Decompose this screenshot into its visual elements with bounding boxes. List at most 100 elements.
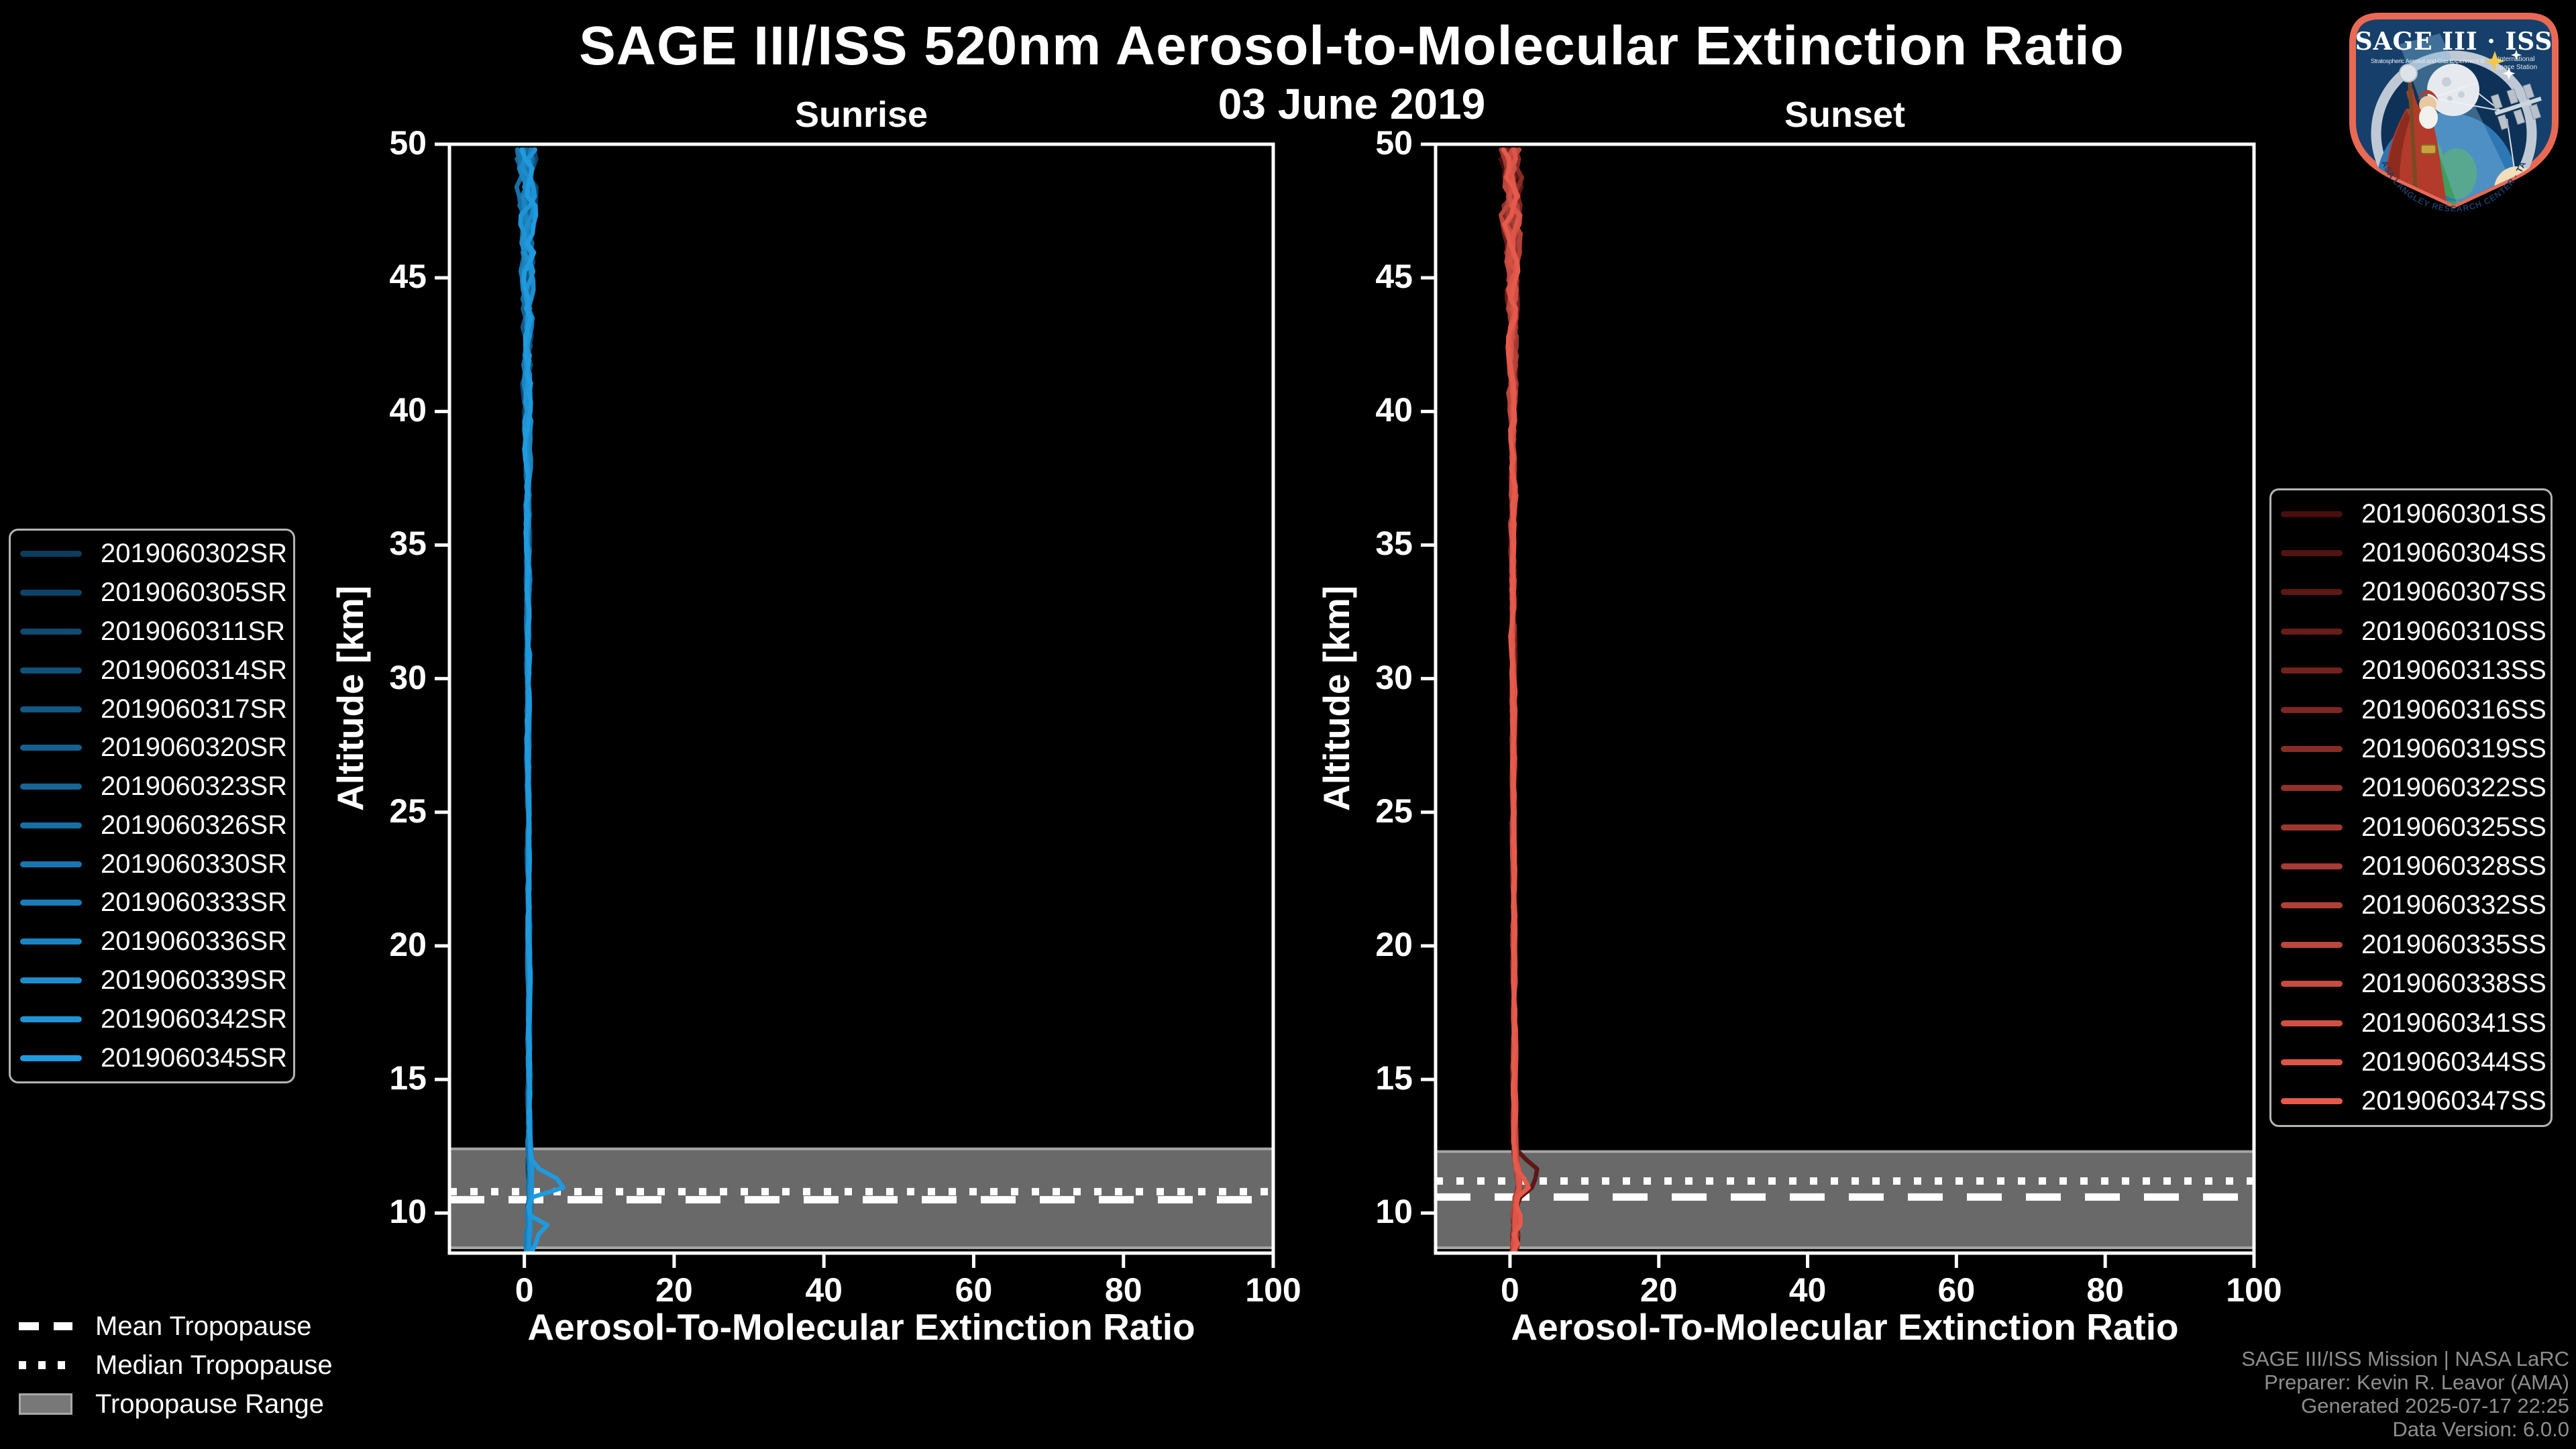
median-tropopause-dotted-sample	[19, 1361, 72, 1369]
logo-earth-land	[2436, 148, 2477, 199]
legend-line-sample	[2281, 941, 2343, 948]
legend-entry-label: 2019060341SS	[2361, 1008, 2546, 1038]
legend-entry-label: 2019060344SS	[2361, 1046, 2546, 1077]
legend-entry-label: 2019060307SS	[2361, 577, 2546, 607]
legend-line-sample	[2281, 902, 2343, 909]
mean-tropopause-legend-row: Mean Tropopause	[19, 1307, 435, 1346]
legend-line-sample	[2281, 550, 2343, 557]
y-tick-label: 30	[389, 658, 427, 696]
credits-block: SAGE III/ISS Mission | NASA LaRC Prepare…	[2241, 1347, 2569, 1441]
x-tick-label: 0	[1501, 1271, 1519, 1309]
x-tick-label: 60	[955, 1271, 993, 1309]
page-date: 03 June 2019	[1218, 80, 1486, 128]
logo-star	[2502, 67, 2516, 80]
legend-entry-label: 2019060347SS	[2361, 1086, 2546, 1116]
y-tick-label: 20	[1375, 925, 1413, 963]
sage-iss-logo: SAGE III · ISS Stratospheric Aerosol and…	[2346, 9, 2559, 212]
legend-line-sample	[2281, 667, 2343, 674]
legend-entry: 2019060345SR	[11, 1043, 293, 1073]
x-tick-label: 60	[1937, 1271, 1976, 1309]
legend-entry: 2019060323SR	[11, 771, 293, 802]
legend-entry: 2019060336SR	[11, 926, 293, 957]
legend-entry: 2019060311SR	[11, 616, 293, 647]
legend-entry: 2019060314SR	[11, 655, 293, 686]
legend-line-sample	[20, 822, 82, 828]
legend-entry: 2019060301SS	[2271, 499, 2551, 529]
legend-entry-label: 2019060322SS	[2361, 773, 2546, 803]
legend-entry-label: 2019060336SR	[101, 926, 288, 957]
legend-line-sample	[2281, 1020, 2343, 1026]
y-tick-label: 30	[1375, 658, 1413, 696]
y-tick-label: 50	[389, 124, 427, 162]
sunrise-x-axis-label: Aerosol-To-Molecular Extinction Ratio	[527, 1306, 1195, 1348]
legend-entry: 2019060332SS	[2271, 890, 2551, 920]
legend-entry-label: 2019060301SS	[2361, 498, 2546, 529]
logo-iss	[2490, 83, 2542, 130]
x-tick-label: 80	[1104, 1271, 1142, 1309]
tropopause-legend: Mean Tropopause Median Tropopause Tropop…	[19, 1307, 435, 1424]
legend-entry-label: 2019060328SS	[2361, 851, 2546, 881]
x-tick-label: 100	[2226, 1271, 2282, 1309]
legend-line-sample	[20, 861, 82, 867]
legend-line-sample	[2281, 824, 2343, 830]
legend-line-sample	[2281, 863, 2343, 870]
logo-moon-crater	[2442, 77, 2451, 87]
profile-2019060345SR	[519, 147, 566, 1253]
panel-sunset	[1421, 142, 2256, 1268]
legend-entry: 2019060328SS	[2271, 851, 2551, 881]
legend-entry-label: 2019060314SR	[101, 655, 288, 685]
credits-mission: SAGE III/ISS Mission | NASA LaRC	[2241, 1347, 2569, 1371]
logo-star	[2485, 51, 2505, 71]
sunrise-y-axis-label: Altitude [km]	[329, 585, 371, 812]
legend-line-sample	[20, 938, 82, 945]
legend-line-sample	[2281, 706, 2343, 713]
legend-entry-label: 2019060317SR	[101, 694, 288, 724]
y-tick-label: 15	[1375, 1059, 1413, 1097]
tropopause-range-sample	[19, 1393, 72, 1415]
sunrise-panel-title: Sunrise	[794, 95, 928, 135]
y-tick-label: 35	[389, 525, 427, 563]
page-title: SAGE III/ISS 520nm Aerosol-to-Molecular …	[579, 15, 2125, 76]
legend-entry-label: 2019060313SS	[2361, 655, 2546, 686]
legend-entry: 2019060322SS	[2271, 773, 2551, 803]
legend-line-sample	[20, 977, 82, 983]
y-tick-label: 45	[389, 258, 427, 296]
y-tick-label: 15	[389, 1059, 427, 1097]
legend-entry-label: 2019060304SS	[2361, 538, 2546, 568]
legend-entry-label: 2019060330SR	[101, 849, 288, 879]
legend-entry: 2019060347SS	[2271, 1086, 2551, 1116]
sunset-x-axis-label: Aerosol-To-Molecular Extinction Ratio	[1511, 1306, 2179, 1348]
y-tick-label: 40	[389, 391, 427, 429]
logo-moon	[2427, 64, 2479, 116]
legend-entry: 2019060339SR	[11, 965, 293, 996]
legend-entry-label: 2019060342SR	[101, 1004, 288, 1034]
x-tick-label: 100	[1245, 1271, 1301, 1309]
sunset-legend: 2019060301SS 2019060304SS 2019060307SS 2019…	[2269, 488, 2553, 1127]
legend-entry-label: 2019060332SS	[2361, 890, 2546, 920]
y-tick-label: 10	[1375, 1193, 1413, 1231]
legend-entry: 2019060320SR	[11, 733, 293, 763]
legend-entry: 2019060302SR	[11, 539, 293, 569]
logo-title: SAGE III · ISS	[2355, 28, 2553, 56]
legend-line-sample	[2281, 628, 2343, 635]
x-tick-label: 80	[2086, 1271, 2124, 1309]
legend-entry: 2019060317SR	[11, 694, 293, 724]
legend-line-sample	[20, 1055, 82, 1061]
legend-entry-label: 2019060320SR	[101, 733, 288, 763]
legend-entry: 2019060330SR	[11, 849, 293, 879]
legend-entry: 2019060305SR	[11, 578, 293, 608]
x-tick-label: 0	[515, 1271, 534, 1309]
legend-line-sample	[20, 667, 82, 674]
mean-tropopause-dashed-sample	[19, 1322, 72, 1330]
legend-line-sample	[2281, 1059, 2343, 1065]
y-tick-label: 20	[389, 925, 427, 963]
legend-entry-label: 2019060339SR	[101, 965, 288, 995]
y-tick-label: 50	[1375, 124, 1413, 162]
median-tropopause-legend-row: Median Tropopause	[19, 1346, 435, 1385]
sunset-panel-title: Sunset	[1784, 95, 1906, 135]
legend-entry: 2019060304SS	[2271, 538, 2551, 568]
legend-entry: 2019060335SS	[2271, 930, 2551, 960]
legend-entry-label: 2019060325SS	[2361, 812, 2546, 842]
x-tick-label: 40	[1788, 1271, 1827, 1309]
legend-entry: 2019060333SR	[11, 888, 293, 918]
